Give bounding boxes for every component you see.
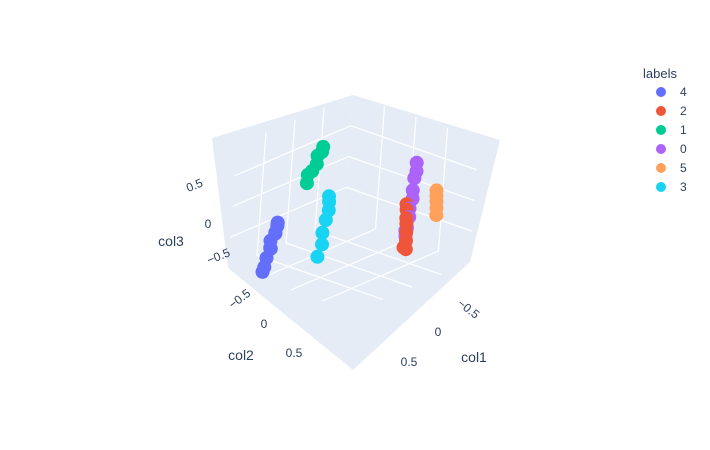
data-points: [255, 139, 444, 279]
back-wall-left: [212, 95, 353, 268]
data-point-label-2[interactable]: [398, 242, 413, 257]
y-tick-label: −0.5: [226, 286, 254, 312]
data-point-label-3[interactable]: [318, 213, 333, 227]
legend-marker[interactable]: [656, 125, 666, 135]
legend-marker[interactable]: [656, 87, 666, 97]
legend: labels 4 2 1 0 5 3: [643, 66, 687, 194]
x-tick-label: −0.5: [455, 296, 483, 322]
y-tick-label: 0: [261, 317, 268, 331]
gridline: [256, 132, 267, 256]
legend-title: labels: [643, 66, 677, 81]
x-axis-title: col1: [461, 349, 487, 365]
data-point-label-3[interactable]: [310, 249, 325, 264]
x-tick-label: 0: [435, 325, 442, 339]
legend-marker[interactable]: [656, 182, 666, 192]
y-axis-title: col2: [228, 347, 254, 363]
data-point-label-4[interactable]: [257, 260, 272, 275]
gridline: [256, 254, 384, 301]
legend-marker[interactable]: [656, 106, 666, 116]
data-point-label-3[interactable]: [315, 225, 330, 240]
gridline: [234, 125, 351, 177]
data-point-label-3[interactable]: [315, 237, 329, 252]
data-point-label-0[interactable]: [407, 171, 422, 186]
legend-label[interactable]: 3: [680, 180, 687, 194]
gridline: [322, 250, 439, 302]
legend-marker[interactable]: [656, 163, 666, 173]
z-axis-title: col3: [158, 233, 184, 249]
legend-label[interactable]: 4: [680, 85, 687, 99]
z-tick-label: 0.5: [184, 176, 205, 195]
x-tick-label: 0.5: [401, 355, 418, 369]
legend-marker[interactable]: [656, 144, 666, 154]
legend-label[interactable]: 5: [680, 161, 687, 175]
gridline: [285, 242, 413, 288]
z-axis: 0.5 0 −0.5 col3: [158, 176, 232, 268]
gridline: [350, 125, 477, 171]
legend-label[interactable]: 2: [680, 104, 687, 118]
gridline: [232, 155, 349, 208]
z-tick-label: 0: [205, 217, 212, 231]
data-point-label-5[interactable]: [429, 208, 444, 223]
legend-label[interactable]: 0: [680, 142, 687, 156]
y-tick-label: 0.5: [286, 346, 303, 360]
data-point-label-1[interactable]: [299, 176, 314, 191]
legend-label[interactable]: 1: [680, 123, 687, 137]
floor-panel: [228, 218, 470, 370]
